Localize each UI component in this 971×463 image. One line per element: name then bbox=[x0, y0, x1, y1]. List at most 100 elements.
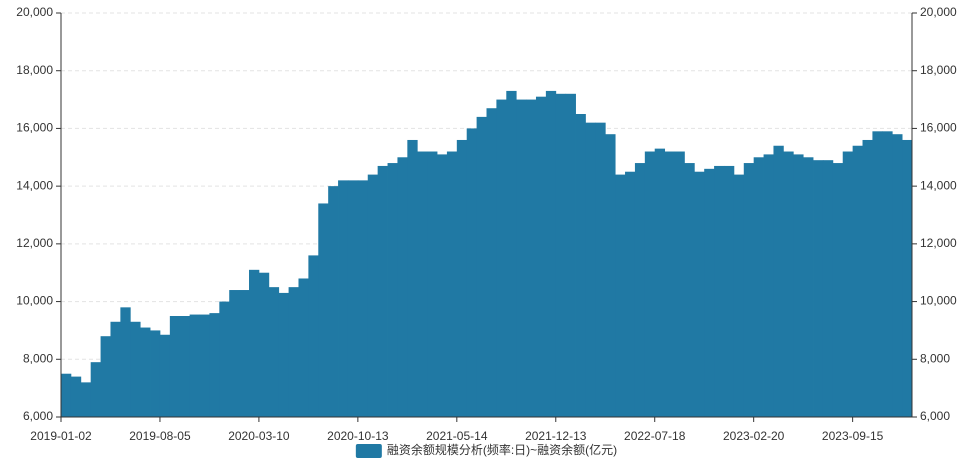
axis-layer: 6,000 6,000 8,000 8,000 10,000 10,000 12,000 12… bbox=[16, 5, 957, 443]
bar bbox=[308, 255, 319, 417]
bar bbox=[427, 151, 438, 417]
bar bbox=[239, 290, 250, 417]
bar bbox=[832, 163, 844, 417]
y2-tick-label: 12,000 bbox=[920, 236, 957, 250]
bar bbox=[783, 151, 794, 417]
bar bbox=[842, 151, 854, 417]
bar bbox=[80, 382, 92, 417]
bar bbox=[694, 171, 705, 417]
bar bbox=[605, 134, 616, 417]
y2-tick-label: 8,000 bbox=[920, 351, 950, 365]
bar bbox=[803, 157, 814, 418]
bar bbox=[634, 163, 646, 417]
bar bbox=[456, 139, 468, 417]
x-tick-label: 2023-09-15 bbox=[822, 429, 884, 443]
bar bbox=[288, 287, 299, 417]
y-tick-label: 20,000 bbox=[16, 5, 53, 19]
bar bbox=[90, 362, 101, 417]
bar bbox=[209, 313, 220, 417]
bar bbox=[733, 174, 745, 417]
bar bbox=[486, 108, 497, 417]
bar bbox=[130, 321, 141, 417]
bar bbox=[714, 165, 725, 417]
bar bbox=[545, 90, 557, 418]
bar bbox=[466, 128, 478, 417]
bar bbox=[397, 157, 408, 418]
x-tick-label: 2019-01-02 bbox=[30, 429, 92, 443]
bar bbox=[565, 93, 576, 418]
bar bbox=[189, 314, 200, 417]
bar bbox=[219, 301, 230, 417]
bar bbox=[298, 278, 309, 417]
bar bbox=[793, 154, 804, 417]
bar bbox=[595, 122, 606, 418]
bar bbox=[516, 99, 527, 418]
y2-tick-label: 14,000 bbox=[920, 178, 957, 192]
y2-tick-label: 20,000 bbox=[920, 5, 957, 19]
bar bbox=[377, 165, 388, 417]
bar bbox=[476, 116, 487, 417]
bar bbox=[268, 287, 280, 417]
bar bbox=[852, 145, 863, 417]
bar bbox=[684, 163, 695, 417]
bar bbox=[347, 180, 359, 417]
bar bbox=[446, 151, 458, 417]
bar bbox=[872, 131, 883, 418]
bar bbox=[674, 151, 685, 417]
x-tick-label: 2020-03-10 bbox=[228, 429, 290, 443]
x-tick-label: 2023-02-20 bbox=[723, 429, 785, 443]
bar bbox=[535, 96, 547, 417]
bar bbox=[140, 327, 151, 417]
bar bbox=[318, 203, 329, 417]
y-tick-label: 16,000 bbox=[16, 121, 53, 135]
y-tick-label: 10,000 bbox=[16, 294, 53, 308]
bar bbox=[179, 316, 191, 417]
x-tick-label: 2021-05-14 bbox=[426, 429, 488, 443]
bar bbox=[506, 90, 517, 418]
x-tick-label: 2019-08-05 bbox=[129, 429, 191, 443]
y2-tick-label: 6,000 bbox=[920, 409, 950, 423]
bar bbox=[110, 321, 121, 417]
y-tick-label: 6,000 bbox=[23, 409, 53, 423]
bar bbox=[743, 163, 755, 417]
bar bbox=[496, 99, 507, 418]
x-tick-label: 2020-10-13 bbox=[327, 429, 389, 443]
bar bbox=[615, 174, 626, 417]
bar bbox=[150, 330, 161, 417]
bar bbox=[723, 165, 735, 417]
y-tick-label: 8,000 bbox=[23, 351, 53, 365]
y2-tick-label: 16,000 bbox=[920, 121, 957, 135]
bar bbox=[437, 154, 448, 417]
bar bbox=[258, 272, 270, 417]
bar bbox=[822, 160, 834, 417]
bar bbox=[199, 314, 210, 417]
bar bbox=[249, 269, 260, 417]
bar bbox=[555, 93, 567, 418]
bar bbox=[892, 134, 903, 417]
y-tick-label: 14,000 bbox=[16, 178, 53, 192]
bar bbox=[169, 316, 181, 417]
y2-tick-label: 10,000 bbox=[920, 294, 957, 308]
bar bbox=[862, 139, 873, 417]
bar bbox=[61, 373, 72, 417]
bar bbox=[328, 186, 339, 417]
bar bbox=[704, 168, 715, 417]
bar bbox=[338, 180, 349, 417]
bar bbox=[625, 171, 636, 417]
bar-layer bbox=[61, 90, 913, 418]
bar bbox=[120, 307, 131, 417]
bar bbox=[357, 180, 369, 417]
bar bbox=[644, 151, 656, 417]
bar bbox=[575, 114, 586, 417]
bar bbox=[70, 376, 82, 417]
y2-tick-label: 18,000 bbox=[920, 63, 957, 77]
bar bbox=[367, 174, 379, 417]
bar bbox=[664, 151, 675, 417]
bar bbox=[100, 336, 111, 417]
legend-label: 融资余额规模分析(频率:日)~融资余额(亿元) bbox=[387, 442, 617, 457]
y-tick-label: 12,000 bbox=[16, 236, 53, 250]
bar bbox=[229, 290, 240, 417]
bar bbox=[882, 131, 893, 418]
